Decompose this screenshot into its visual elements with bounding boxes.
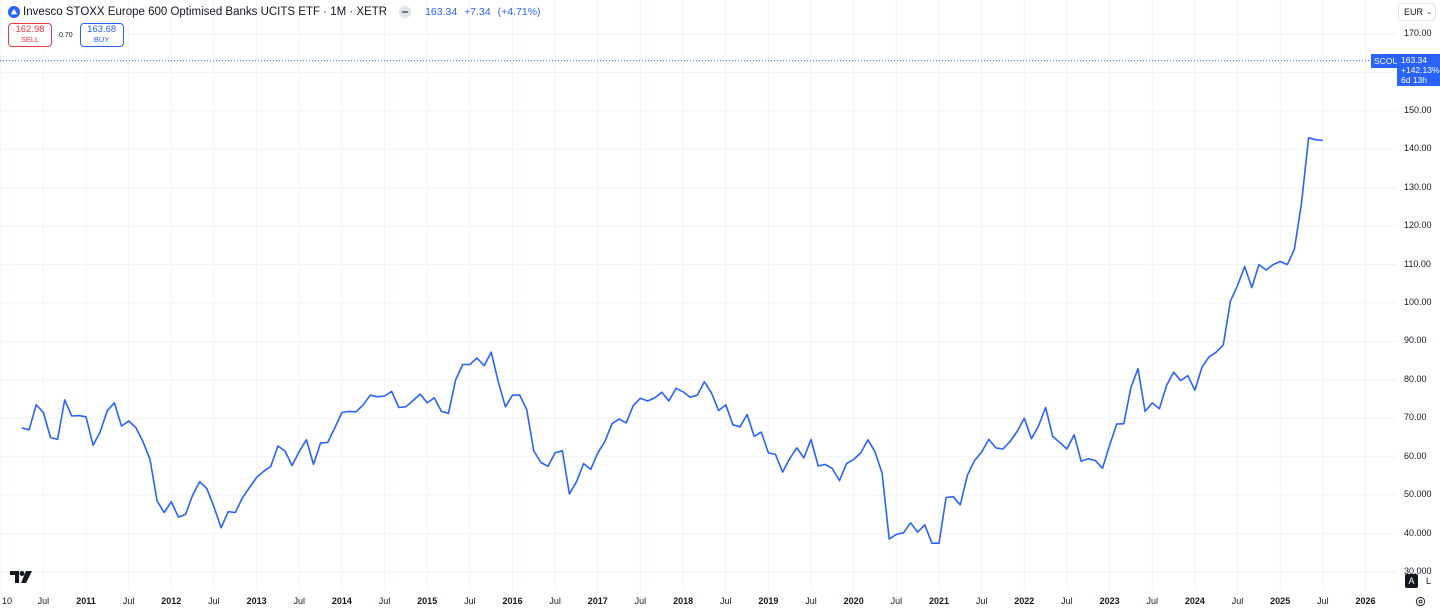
last-price-tag: 163.34 +142.13% 6d 13h [1397, 54, 1440, 86]
log-scale-button[interactable]: L [1425, 576, 1431, 586]
time-axis-label: 2020 [843, 596, 864, 606]
price-axis-label: 30.000 [1404, 566, 1432, 577]
price-axis-label: 70.00 [1404, 412, 1427, 423]
collapse-icon[interactable] [399, 6, 412, 18]
time-axis-label: 2013 [246, 596, 267, 606]
price-series-line [21, 137, 1323, 545]
buy-label: BUY [93, 35, 110, 44]
symbol-header: Invesco STOXX Europe 600 Optimised Banks… [8, 4, 545, 20]
time-axis-label: 2015 [417, 596, 438, 606]
invesco-logo-icon [8, 6, 20, 18]
time-axis-label: Jul [975, 596, 988, 606]
time-axis-label: 2011 [76, 596, 96, 606]
price-axis-label: 130.00 [1404, 181, 1432, 192]
price-axis-label: 140.00 [1404, 143, 1432, 154]
settings-gear-icon[interactable] [1415, 596, 1426, 607]
trade-buttons: 162.98 SELL 0.70 163.68 BUY [8, 23, 124, 47]
price-axis-label: 90.00 [1404, 335, 1427, 346]
price-axis-label: 60.00 [1404, 450, 1427, 461]
last-price: 163.34 [425, 6, 458, 18]
price-axis-label: 110.00 [1404, 258, 1431, 269]
time-axis-label: 2014 [331, 596, 352, 606]
time-axis-label: 2023 [1099, 596, 1120, 606]
chart-grid [0, 0, 1396, 590]
time-axis-label: Jul [1146, 596, 1159, 606]
time-axis-label: Jul [208, 596, 220, 606]
time-axis-label: Jul [1061, 596, 1073, 606]
time-axis-label: Jul [1231, 596, 1244, 606]
price-axis-label: 120.00 [1404, 220, 1432, 231]
currency-value: EUR [1404, 7, 1424, 17]
price-tag-change: +142.13% [1401, 65, 1440, 75]
price-axis-label: 50.000 [1404, 489, 1432, 500]
price-tag-countdown: 6d 13h [1401, 75, 1427, 85]
quote-values: 163.34 +7.34 (+4.71%) [425, 6, 544, 18]
price-axis-label: 170.00 [1404, 28, 1432, 38]
time-axis-label: 2025 [1270, 596, 1291, 606]
time-axis-label: Jul [805, 596, 817, 606]
time-axis-label: 2016 [502, 596, 523, 606]
time-axis-label: Jul [634, 596, 647, 606]
buy-price: 163.68 [87, 24, 117, 35]
price-change: +7.34 [464, 6, 491, 18]
sell-price: 162.98 [15, 24, 45, 35]
time-axis-label: Jul [378, 596, 391, 606]
buy-button[interactable]: 163.68 BUY [79, 23, 124, 47]
price-axis-label: 80.00 [1404, 373, 1427, 384]
currency-select[interactable]: EUR ⌄ [1398, 3, 1436, 21]
time-axis-label: 2012 [161, 596, 182, 606]
spread-value: 0.70 [59, 31, 73, 39]
time-axis-label: 2026 [1355, 596, 1376, 606]
tradingview-logo-icon[interactable] [10, 570, 32, 588]
symbol-title[interactable]: Invesco STOXX Europe 600 Optimised Banks… [23, 6, 388, 18]
price-axis-label: 40.000 [1404, 527, 1432, 538]
sell-button[interactable]: 162.98 SELL [8, 23, 52, 47]
time-axis-label: 2019 [758, 596, 779, 606]
time-axis-label: Jul [719, 596, 732, 606]
time-axis-label: 2024 [1184, 596, 1205, 606]
time-axis-label: 2022 [1014, 596, 1035, 606]
time-axis-label: Jul [122, 596, 135, 606]
auto-scale-button[interactable]: A [1405, 574, 1418, 588]
price-axis-label: 150.00 [1404, 104, 1432, 115]
sell-label: SELL [20, 35, 40, 44]
chevron-down-icon: ⌄ [1426, 9, 1432, 16]
symbol-tag: SCOU [1371, 54, 1402, 68]
time-axis-label: Jul [1317, 596, 1329, 606]
price-change-pct: (+4.71%) [497, 6, 541, 18]
time-axis-label: 2021 [928, 596, 950, 606]
time-axis-label: Jul [293, 596, 306, 606]
time-axis-label: Jul [890, 596, 903, 606]
time-axis-label: 10 [1, 596, 13, 606]
price-tag-value: 163.34 [1401, 55, 1427, 65]
time-axis-label: 2018 [673, 596, 694, 606]
time-axis-label: 2017 [587, 596, 608, 606]
time-axis-label: Jul [549, 596, 561, 606]
price-axis-label: 100.00 [1404, 297, 1432, 307]
time-axis-label: Jul [37, 596, 50, 606]
time-axis-label: Jul [464, 596, 476, 606]
